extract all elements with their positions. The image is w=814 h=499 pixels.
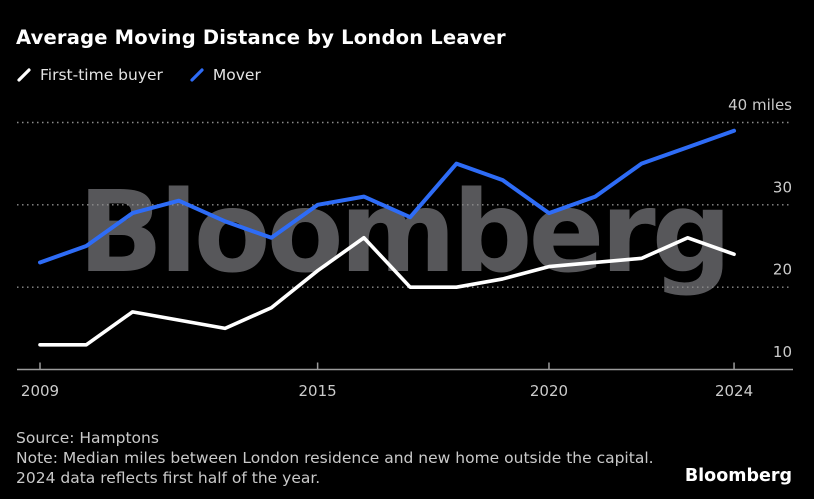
white-slash-icon — [17, 68, 31, 82]
legend-label-first-time-buyer: First-time buyer — [40, 66, 163, 84]
mover-line — [38, 128, 737, 265]
bloomberg-logo: Bloomberg — [684, 466, 792, 486]
footnotes: Source: Hamptons Note: Median miles betw… — [16, 428, 654, 488]
note-text-line1: Note: Median miles between London reside… — [16, 449, 654, 467]
legend-item-first-time-buyer: First-time buyer — [16, 66, 163, 84]
y-tick-10: 10 — [773, 343, 792, 361]
y-tick-40-miles: 40 miles — [728, 96, 792, 114]
x-axis-labels: 2009 2015 2020 2024 — [21, 382, 753, 400]
x-axis-ticks — [39, 362, 735, 370]
first-time-buyer-line — [38, 235, 736, 347]
y-tick-30: 30 — [773, 178, 792, 196]
y-axis-labels: 10 20 30 40 miles — [728, 96, 792, 361]
note-text-line2: 2024 data reflects first half of the yea… — [16, 469, 321, 487]
legend-label-mover: Mover — [212, 66, 261, 84]
legend-item-mover: Mover — [189, 66, 261, 84]
page-title: Average Moving Distance by London Leaver — [16, 26, 506, 49]
blue-slash-icon — [190, 68, 204, 82]
line-chart: 10 20 30 40 miles 2009 2015 2020 2024 — [17, 96, 793, 400]
y-tick-20: 20 — [773, 261, 792, 279]
x-tick-2024: 2024 — [715, 382, 753, 400]
x-tick-2009: 2009 — [21, 382, 59, 400]
x-tick-2020: 2020 — [530, 382, 568, 400]
legend: First-time buyer Mover — [16, 66, 261, 84]
source-text: Source: Hamptons — [16, 429, 159, 447]
bloomberg-watermark: Bloomberg — [78, 168, 732, 298]
x-tick-2015: 2015 — [299, 382, 337, 400]
gridlines — [17, 121, 790, 288]
